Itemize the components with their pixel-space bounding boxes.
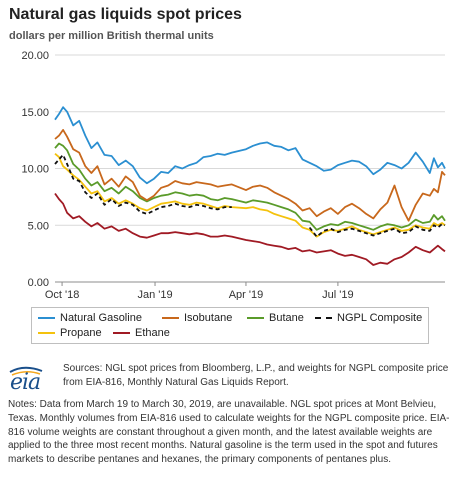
line-chart: 0.00 5.00 10.00 15.00 20.00 Oct '18 Jan '19 Ap… [21, 50, 446, 300]
gridlines [55, 54, 445, 283]
legend-label: NGPL Composite [337, 312, 423, 324]
series-line-propane [54, 153, 446, 238]
legend-label: Natural Gasoline [60, 312, 142, 324]
series-line-butane [54, 142, 446, 231]
y-tick-label: 5.00 [28, 220, 49, 232]
y-tick-label: 15.00 [21, 107, 49, 119]
legend-item-isobutane: Isobutane [162, 312, 232, 324]
isobutane-swatch [162, 317, 179, 319]
y-tick-label: 0.00 [28, 277, 49, 289]
chart-subtitle: dollars per million British thermal unit… [9, 30, 214, 42]
series-line-natural-gasoline [54, 106, 446, 185]
series-lines [54, 106, 446, 266]
x-tick-label: Oct '18 [45, 289, 80, 300]
chart-title: Natural gas liquids spot prices [9, 6, 242, 23]
legend: Natural Gasoline Isobutane Butane NGPL C… [31, 307, 429, 344]
legend-item-natural-gasoline: Natural Gasoline [38, 312, 142, 324]
y-tick-label: 20.00 [21, 50, 49, 62]
legend-label: Isobutane [184, 312, 233, 324]
x-tick-label: Jan '19 [137, 289, 172, 300]
eia-logo: eia [8, 366, 46, 396]
ethane-swatch [113, 332, 130, 334]
legend-item-propane: Propane [38, 327, 102, 339]
x-tick-label: Jul '19 [322, 289, 353, 300]
sources-text: Sources: NGL spot prices from Bloomberg,… [63, 363, 449, 388]
series-line-ethane [54, 192, 446, 266]
legend-label: Ethane [135, 327, 170, 339]
propane-swatch [38, 332, 55, 334]
x-axis-tick-labels: Oct '18 Jan '19 Apr '19 Jul '19 [45, 282, 354, 300]
y-axis-tick-labels: 0.00 5.00 10.00 15.00 20.00 [21, 50, 49, 289]
legend-label: Butane [269, 312, 304, 324]
ngpl-composite-swatch [315, 317, 332, 319]
eia-logo-text: eia [10, 370, 41, 395]
series-line-isobutane [54, 129, 446, 222]
butane-swatch [247, 317, 264, 319]
legend-item-butane: Butane [247, 312, 304, 324]
x-tick-label: Apr '19 [229, 289, 264, 300]
eia-logo-swoosh-icon [9, 366, 43, 376]
legend-item-ethane: Ethane [113, 327, 170, 339]
legend-label: Propane [60, 327, 102, 339]
natural-gasoline-swatch [38, 317, 55, 319]
notes-text: Notes: Data from March 19 to March 30, 2… [8, 399, 450, 466]
legend-item-ngpl-composite: NGPL Composite [315, 312, 422, 324]
series-line-ngpl-composite [54, 154, 446, 238]
y-tick-label: 10.00 [21, 164, 49, 176]
